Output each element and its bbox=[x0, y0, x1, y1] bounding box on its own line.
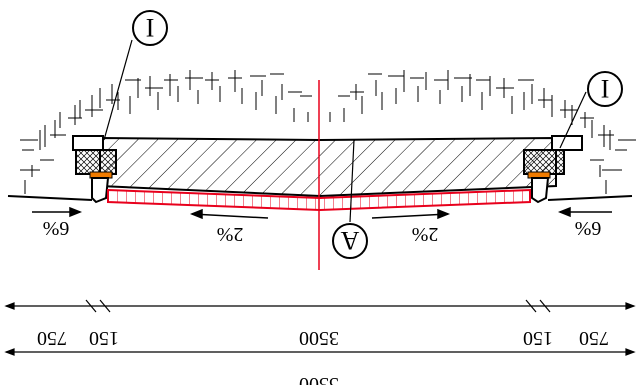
dim-label-750-right: 750 bbox=[579, 327, 609, 349]
right-curb bbox=[523, 149, 565, 175]
callout-circle-detail-left bbox=[132, 10, 168, 46]
leader-section bbox=[349, 139, 355, 223]
dim-label-3500: 3500 bbox=[299, 327, 339, 349]
callout-label-detail-right: I bbox=[601, 74, 610, 103]
slope-label-inner-right: 2% bbox=[412, 223, 439, 245]
right-top-block bbox=[551, 135, 583, 151]
dimension-row-total bbox=[4, 348, 636, 356]
left-top-block bbox=[72, 135, 104, 151]
leader-detail-right bbox=[559, 91, 587, 149]
slope-label-outer-right: 6% bbox=[575, 217, 602, 239]
right-ground-line bbox=[547, 195, 633, 201]
leader-detail-left bbox=[103, 39, 133, 141]
slope-arrows bbox=[32, 206, 612, 220]
dim-label-total: 5300 bbox=[299, 373, 339, 385]
left-ground-line bbox=[7, 195, 93, 201]
pavement-slab bbox=[99, 136, 557, 198]
right-gutter bbox=[531, 177, 550, 204]
slope-label-inner-left: 2% bbox=[217, 223, 244, 245]
dim-label-150-right: 150 bbox=[523, 327, 553, 349]
soil-ornament bbox=[20, 70, 636, 194]
left-curb bbox=[75, 149, 117, 175]
callout-circle-section bbox=[332, 223, 368, 259]
slope-label-outer-left: 6% bbox=[43, 217, 70, 239]
dimension-row-1 bbox=[4, 299, 636, 313]
left-gutter bbox=[91, 177, 110, 204]
callout-label-detail-left: I bbox=[146, 13, 155, 42]
dim-label-750-left: 750 bbox=[37, 327, 67, 349]
callout-circle-detail-right bbox=[587, 71, 623, 107]
callout-label-section: A bbox=[340, 226, 359, 255]
dim-label-150-left: 150 bbox=[89, 327, 119, 349]
